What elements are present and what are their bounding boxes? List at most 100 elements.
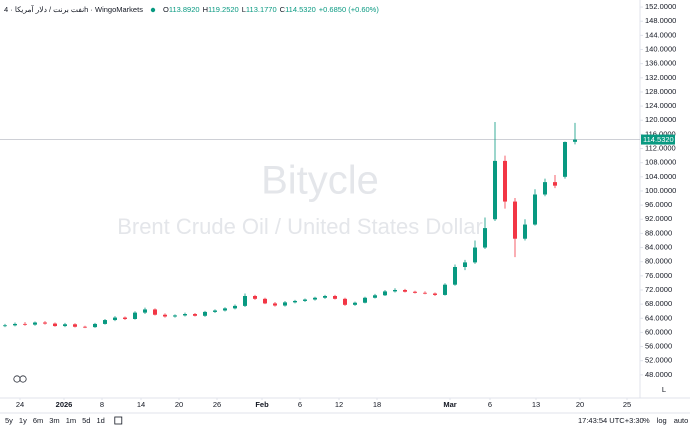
candle-body [43, 322, 47, 324]
y-tick-label: 72.0000 [645, 285, 672, 294]
x-tick-label: 14 [137, 400, 145, 409]
range-button[interactable]: 6m [33, 416, 43, 425]
y-tick-label: 128.0000 [645, 87, 676, 96]
status-dot [150, 7, 156, 13]
candle-body [243, 295, 247, 306]
candle-body [533, 194, 537, 225]
candle-body [543, 182, 547, 195]
x-tick-label: 25 [623, 400, 631, 409]
candle-body [443, 284, 447, 295]
y-tick-label: 96.0000 [645, 200, 672, 209]
candle-body [393, 289, 397, 292]
y-tick-label: 116.0000 [645, 129, 676, 138]
candle-body [473, 247, 477, 263]
watermark-brand: Bitycle [261, 159, 379, 203]
candle-body [333, 295, 337, 299]
candle-body [63, 324, 67, 327]
x-tick-label: 13 [532, 400, 540, 409]
y-tick-label: 112.0000 [645, 144, 676, 153]
y-tick-label: 88.0000 [645, 228, 672, 237]
candle-body [373, 295, 377, 298]
calendar-icon[interactable] [114, 416, 123, 425]
candle-body [303, 299, 307, 301]
candle-body [133, 312, 137, 319]
scale-option[interactable]: log [657, 416, 667, 425]
legend-header: نفت برنت / دلار آمریکا · 4h · WingoMarke… [4, 4, 379, 14]
candle-body [213, 310, 217, 312]
candle-body [413, 291, 417, 293]
range-button[interactable]: 1m [66, 416, 76, 425]
candle-body [453, 266, 457, 285]
y-tick-label: 52.0000 [645, 356, 672, 365]
x-tick-label: 8 [100, 400, 104, 409]
range-button[interactable]: 5y [5, 416, 13, 425]
candle-body [153, 309, 157, 315]
candle-body [483, 228, 487, 248]
x-tick-label: 2026 [56, 400, 73, 409]
candle-body [343, 298, 347, 305]
candle-body [363, 297, 367, 303]
candle-body [433, 293, 437, 295]
y-tick-label: 140.0000 [645, 44, 676, 53]
y-tick-label: 148.0000 [645, 16, 676, 25]
clock: 17:43:54 UTC+3:30 [578, 416, 644, 425]
candle-body [463, 262, 467, 267]
ohlc-value: 119.2520 [208, 5, 239, 14]
candle-body [13, 323, 17, 326]
y-tick-label: 80.0000 [645, 257, 672, 266]
y-tick-label: 56.0000 [645, 342, 672, 351]
ohlc-key: O [163, 5, 169, 14]
candle-body [143, 309, 147, 313]
ohlc-key: H [203, 5, 208, 14]
candle-body [273, 303, 277, 306]
axis-button[interactable]: L [662, 385, 666, 394]
x-tick-label: 26 [213, 400, 221, 409]
y-tick-label: 132.0000 [645, 73, 676, 82]
y-tick-label: 68.0000 [645, 299, 672, 308]
x-tick-label: 24 [16, 400, 24, 409]
ohlc: O113.8920 H119.2520 L113.1770 C114.5320 +0.6… [163, 5, 379, 14]
y-tick-label: 108.0000 [645, 158, 676, 167]
candle-body [173, 315, 177, 317]
y-tick-label: 60.0000 [645, 327, 672, 336]
candle-body [403, 289, 407, 292]
x-tick-label: 18 [373, 400, 381, 409]
candle-body [293, 300, 297, 303]
candle-body [563, 141, 567, 177]
range-button[interactable]: 5d [82, 416, 90, 425]
scale-option[interactable]: % [643, 416, 650, 425]
x-tick-label: 12 [335, 400, 343, 409]
candle-body [573, 139, 577, 142]
y-tick-label: 120.0000 [645, 115, 676, 124]
candle-body [503, 160, 507, 202]
x-tick-label: Mar [443, 400, 456, 409]
y-tick-label: 84.0000 [645, 243, 672, 252]
y-tick-label: 100.0000 [645, 186, 676, 195]
range-button[interactable]: 1d [96, 416, 104, 425]
candle-body [223, 308, 227, 311]
candle-body [523, 224, 527, 239]
candle-body [383, 291, 387, 296]
range-button[interactable]: 3m [49, 416, 59, 425]
ohlc-change: +0.6850 (+0.60%) [319, 5, 380, 14]
x-tick-label: 20 [175, 400, 183, 409]
range-button[interactable]: 1y [19, 416, 27, 425]
scale-option[interactable]: auto [674, 416, 689, 425]
ohlc-value: 113.1770 [246, 5, 277, 14]
candle-body [83, 326, 87, 328]
x-tick-label: 6 [298, 400, 302, 409]
candle-body [93, 323, 97, 328]
candle-body [423, 292, 427, 294]
candle-body [313, 297, 317, 300]
candle-body [113, 317, 117, 321]
candle-body [253, 295, 257, 299]
candle-body [163, 314, 167, 317]
y-tick-label: 136.0000 [645, 59, 676, 68]
candle-body [203, 311, 207, 316]
y-tick-label: 64.0000 [645, 313, 672, 322]
x-tick-label: 6 [488, 400, 492, 409]
candle-body [193, 314, 197, 316]
candle-body [353, 302, 357, 305]
